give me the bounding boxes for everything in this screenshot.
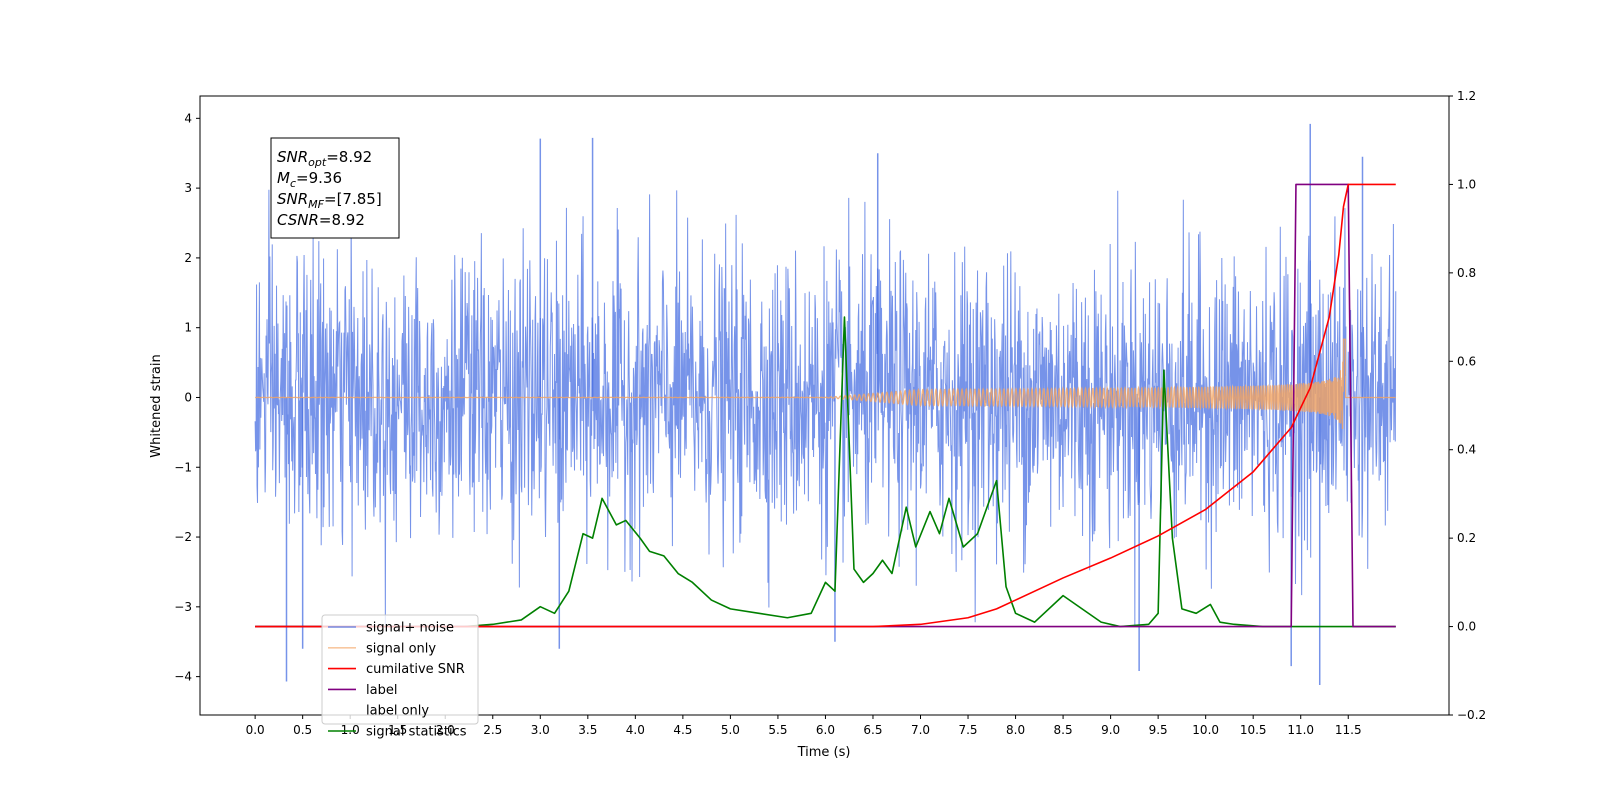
x-tick-label: 10.5 [1240, 723, 1267, 737]
x-tick-label: 4.0 [626, 723, 645, 737]
annotation-line: SNRMF=[7.85] [277, 190, 382, 211]
x-tick-label: 4.5 [673, 723, 692, 737]
annotation-line: Mc=9.36 [277, 169, 342, 190]
x-tick-label: 3.5 [578, 723, 597, 737]
y2-tick-label: 0.6 [1457, 354, 1476, 368]
x-tick-label: 9.5 [1149, 723, 1168, 737]
legend: signal+ noise signal only cumilative SNR la… [321, 614, 479, 740]
x-tick-label: 9.0 [1101, 723, 1120, 737]
x-tick-label: 10.0 [1192, 723, 1219, 737]
x-tick-label: 3.0 [531, 723, 550, 737]
annotation-frame [270, 137, 400, 239]
x-tick-label: 2.0 [436, 723, 455, 737]
x-tick-label: 11.0 [1287, 723, 1314, 737]
annotation-line: CSNR=8.92 [277, 211, 365, 229]
x-tick-label: 11.5 [1335, 723, 1362, 737]
y-tick-label: −4 [174, 670, 192, 684]
x-axis-label: Time (s) [797, 745, 851, 760]
x-tick-label: 7.0 [911, 723, 930, 737]
x-tick-label: 8.5 [1054, 723, 1073, 737]
x-tick-label: 6.5 [863, 723, 882, 737]
plot-frame [199, 95, 1450, 716]
x-tick-label: 7.5 [958, 723, 977, 737]
y-tick-label: 0 [184, 390, 192, 404]
annotation-line: SNRopt=8.92 [277, 148, 372, 169]
legend-entry: signal+ noise [366, 621, 454, 636]
y2-tick-label: 0.0 [1457, 620, 1476, 634]
y-tick-label: −3 [174, 600, 192, 614]
y-tick-label: −2 [174, 530, 192, 544]
y-tick-label: 2 [184, 251, 192, 265]
x-tick-label: 8.0 [1006, 723, 1025, 737]
legend-entry: label [366, 683, 397, 698]
y2-tick-label: 0.4 [1457, 443, 1476, 457]
y-tick-label: 4 [184, 111, 192, 125]
x-tick-label: 0.0 [246, 723, 265, 737]
y2-tick-label: 0.8 [1457, 266, 1476, 280]
x-tick-label: 6.0 [816, 723, 835, 737]
x-tick-label: 2.5 [483, 723, 502, 737]
y2-tick-label: 1.2 [1457, 89, 1476, 103]
x-tick-label: 1.0 [341, 723, 360, 737]
series-signal-only-line [255, 338, 1396, 429]
y2-tick-label: 0.2 [1457, 531, 1476, 545]
legend-entry: cumilative SNR [366, 662, 465, 677]
x-tick-label: 5.0 [721, 723, 740, 737]
series-signal-statistics-line [255, 316, 1396, 628]
y-tick-label: 3 [184, 181, 192, 195]
y-axis-label: Whitened strain [149, 354, 164, 457]
x-tick-label: 1.5 [388, 723, 407, 737]
y2-tick-label: 1.0 [1457, 177, 1476, 191]
y2-tick-label: −0.2 [1457, 708, 1486, 722]
legend-frame [321, 614, 479, 725]
x-tick-label: 0.5 [293, 723, 312, 737]
series-label-line [255, 183, 1396, 628]
y-tick-label: 1 [184, 321, 192, 335]
plot-area [254, 123, 1397, 685]
y-axis-left: 4 3 2 1 0 −1 −2 −3 −4 [174, 111, 200, 684]
series-signal-noise-line [254, 189, 1397, 625]
series-cumulative-snr-line [255, 183, 1396, 628]
y-tick-label: −1 [174, 460, 192, 474]
legend-entry: label only [366, 704, 429, 719]
legend-entry: signal only [366, 641, 436, 656]
x-tick-label: 5.5 [768, 723, 787, 737]
legend-entry: signal statistics [366, 725, 467, 740]
y-axis-right: 1.2 1.0 0.8 0.6 0.4 0.2 0.0 −0.2 [1449, 89, 1486, 722]
